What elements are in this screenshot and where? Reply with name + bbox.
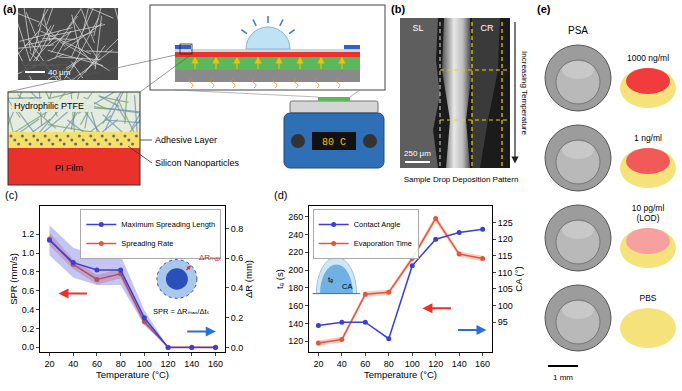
svg-text:0.6: 0.6 <box>231 253 244 263</box>
svg-text:0.0: 0.0 <box>22 342 35 352</box>
svg-text:80: 80 <box>116 359 126 369</box>
svg-text:0.8: 0.8 <box>22 267 35 277</box>
svg-text:Hydrophilic PTFE: Hydrophilic PTFE <box>14 101 84 111</box>
svg-text:240: 240 <box>288 230 303 240</box>
svg-text:SPR (mm/s): SPR (mm/s) <box>8 253 19 305</box>
svg-text:(d): (d) <box>274 190 287 201</box>
svg-text:PSA: PSA <box>568 25 588 36</box>
svg-text:(a): (a) <box>3 3 17 15</box>
svg-text:Increasing Temperature: Increasing Temperature <box>520 51 529 135</box>
svg-text:Maximum Spreading Length: Maximum Spreading Length <box>121 220 215 229</box>
svg-text:0.2: 0.2 <box>22 324 35 334</box>
svg-text:0.4: 0.4 <box>22 305 35 315</box>
svg-text:80: 80 <box>384 359 394 369</box>
svg-text:120: 120 <box>428 359 443 369</box>
svg-text:125: 125 <box>498 218 513 228</box>
svg-text:CA: CA <box>342 282 352 291</box>
svg-text:60: 60 <box>360 359 370 369</box>
svg-text:Silicon Nanoparticles: Silicon Nanoparticles <box>155 158 240 168</box>
svg-text:CA (°): CA (°) <box>513 266 524 291</box>
svg-text:20: 20 <box>44 359 54 369</box>
svg-text:140: 140 <box>184 359 199 369</box>
svg-text:100: 100 <box>405 359 420 369</box>
svg-text:(e): (e) <box>537 3 551 15</box>
svg-text:260: 260 <box>288 212 303 222</box>
svg-text:Evaporation Time: Evaporation Time <box>354 239 412 248</box>
svg-text:200: 200 <box>288 265 303 275</box>
svg-text:100: 100 <box>137 359 152 369</box>
svg-text:Spreading Rate: Spreading Rate <box>121 239 173 248</box>
svg-text:1.2: 1.2 <box>22 229 35 239</box>
svg-text:1 mm: 1 mm <box>553 373 573 382</box>
svg-text:250 μm: 250 μm <box>404 149 431 158</box>
svg-text:10 pg/ml: 10 pg/ml <box>632 203 665 213</box>
svg-text:40: 40 <box>68 359 78 369</box>
svg-text:PI Film: PI Film <box>55 163 83 173</box>
svg-text:160: 160 <box>208 359 223 369</box>
svg-text:40 μm: 40 μm <box>48 68 71 77</box>
svg-text:Contact Angle: Contact Angle <box>354 220 401 229</box>
svg-text:40: 40 <box>337 359 347 369</box>
svg-text:160: 160 <box>475 359 490 369</box>
svg-text:80 C: 80 C <box>322 137 346 148</box>
svg-text:Temperature (°C): Temperature (°C) <box>364 369 437 380</box>
svg-text:0.2: 0.2 <box>231 313 244 323</box>
svg-text:(LOD): (LOD) <box>636 213 659 223</box>
svg-text:Sample Drop Deposition Pattern: Sample Drop Deposition Pattern <box>404 175 519 184</box>
svg-text:105: 105 <box>498 284 513 294</box>
svg-text:180: 180 <box>288 283 303 293</box>
svg-text:0.4: 0.4 <box>231 283 244 293</box>
svg-text:110: 110 <box>498 268 512 278</box>
svg-text:140: 140 <box>452 359 467 369</box>
svg-text:120: 120 <box>288 336 303 346</box>
svg-text:120: 120 <box>161 359 176 369</box>
svg-text:tₑ: tₑ <box>328 275 333 284</box>
svg-text:20: 20 <box>313 359 323 369</box>
svg-text:1000 ng/ml: 1000 ng/ml <box>627 53 669 63</box>
svg-text:Adhesive Layer: Adhesive Layer <box>155 135 217 145</box>
svg-text:(c): (c) <box>5 190 18 201</box>
svg-text:ΔR (mm): ΔR (mm) <box>243 260 254 298</box>
svg-text:0.0: 0.0 <box>231 343 244 353</box>
svg-text:220: 220 <box>288 247 303 257</box>
svg-text:CR: CR <box>481 23 494 33</box>
svg-text:Temperature (°C): Temperature (°C) <box>96 369 169 380</box>
svg-text:SPR = ΔRₘₐₓ/Δtₛ: SPR = ΔRₘₐₓ/Δtₛ <box>153 307 209 316</box>
svg-text:140: 140 <box>288 319 303 329</box>
svg-text:120: 120 <box>498 234 513 244</box>
svg-text:PBS: PBS <box>639 293 656 303</box>
svg-text:ΔRₘₐₓ: ΔRₘₐₓ <box>199 253 221 262</box>
svg-text:1 ng/ml: 1 ng/ml <box>634 133 662 143</box>
svg-text:(b): (b) <box>391 3 405 15</box>
svg-text:100: 100 <box>498 301 513 311</box>
svg-text:tₑ (s): tₑ (s) <box>274 269 285 289</box>
svg-text:SL: SL <box>412 23 423 33</box>
svg-text:115: 115 <box>498 251 512 261</box>
svg-text:1.0: 1.0 <box>22 248 35 258</box>
svg-text:60: 60 <box>92 359 102 369</box>
svg-text:160: 160 <box>288 301 303 311</box>
svg-text:0.8: 0.8 <box>231 224 244 234</box>
svg-text:0.6: 0.6 <box>22 286 35 296</box>
svg-text:95: 95 <box>498 317 508 327</box>
